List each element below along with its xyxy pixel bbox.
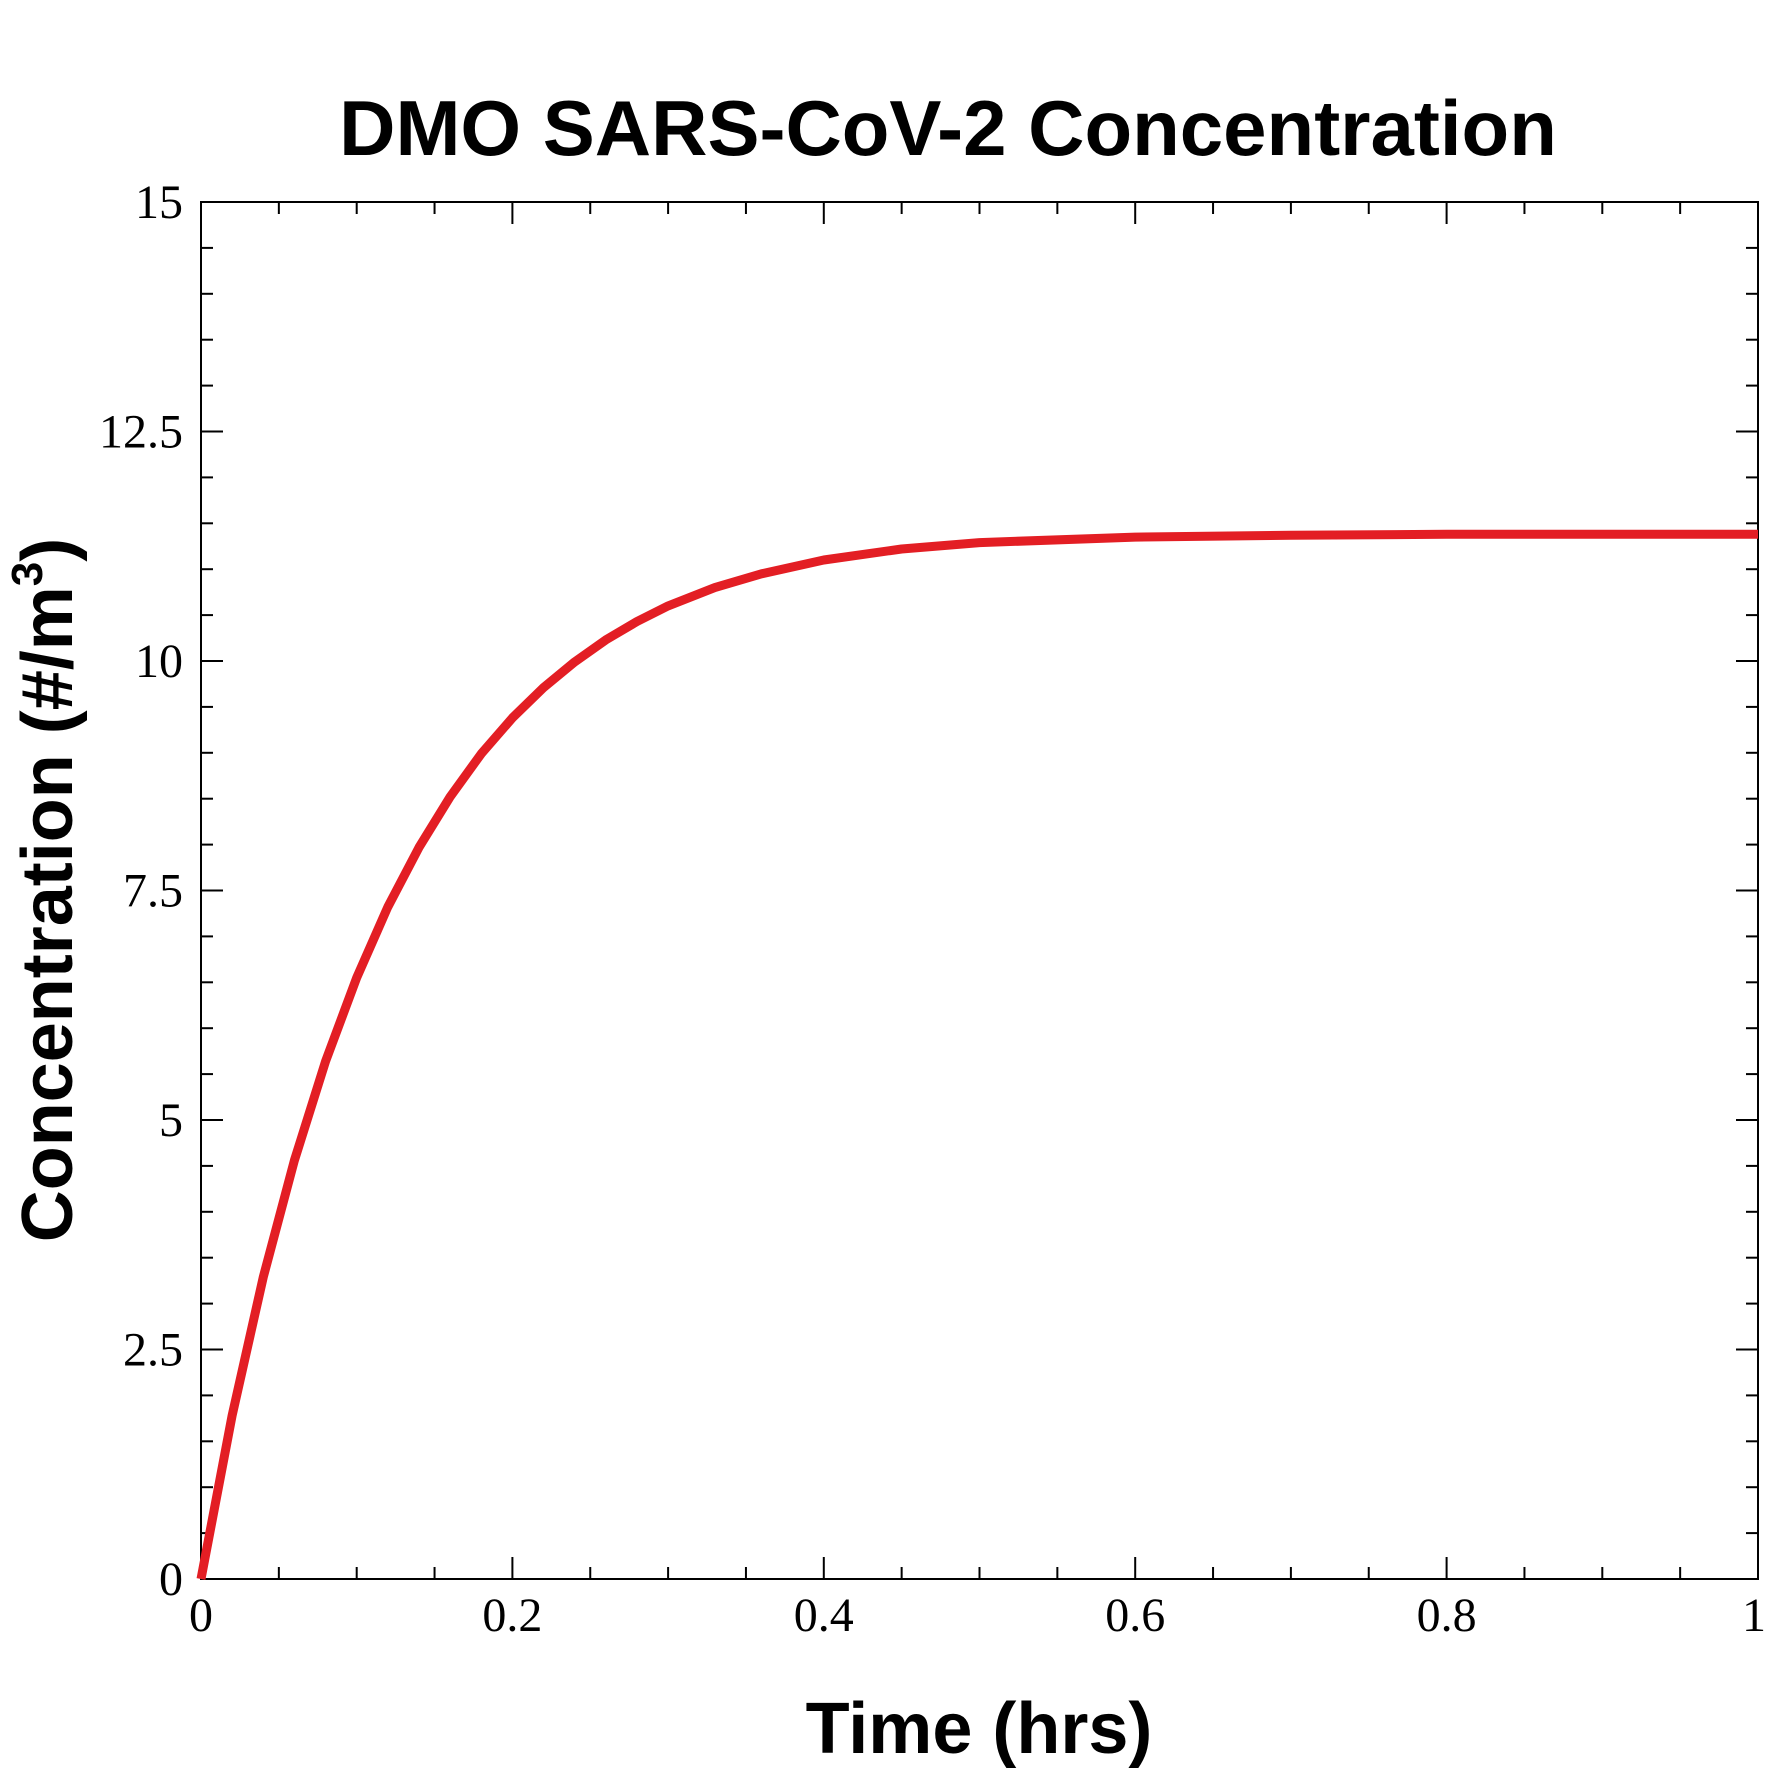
y-tick-label: 10 (135, 635, 183, 688)
plot-frame (200, 201, 1759, 1580)
x-axis-label: Time (hrs) (806, 1689, 1153, 1769)
y-tick-label: 0 (159, 1553, 183, 1606)
x-tick-label: 0.8 (1417, 1589, 1477, 1642)
x-tick-label: 0.4 (794, 1589, 854, 1642)
x-tick-label: 0.6 (1105, 1589, 1165, 1642)
x-tick-label: 0 (189, 1589, 213, 1642)
axis-ticks (200, 201, 1759, 1580)
y-axis-label-main: Concentration (#/m (8, 586, 88, 1242)
y-tick-label: 12.5 (99, 406, 183, 459)
y-tick-label: 5 (159, 1094, 183, 1147)
y-axis-label: Concentration (#/m3) (3, 538, 88, 1243)
y-tick-label: 7.5 (123, 865, 183, 918)
y-tick-label: 2.5 (123, 1324, 183, 1377)
chart-title: DMO SARS-CoV-2 Concentration (339, 84, 1557, 172)
x-tick-label: 1 (1742, 1589, 1766, 1642)
x-tick-label: 0.2 (482, 1589, 542, 1642)
series-layer (196, 529, 1758, 1580)
y-axis-label-superscript: 3 (3, 562, 52, 586)
y-tick-label: 15 (135, 176, 183, 229)
series-line-0 (196, 529, 1758, 1580)
y-axis-label-close: ) (8, 538, 88, 562)
